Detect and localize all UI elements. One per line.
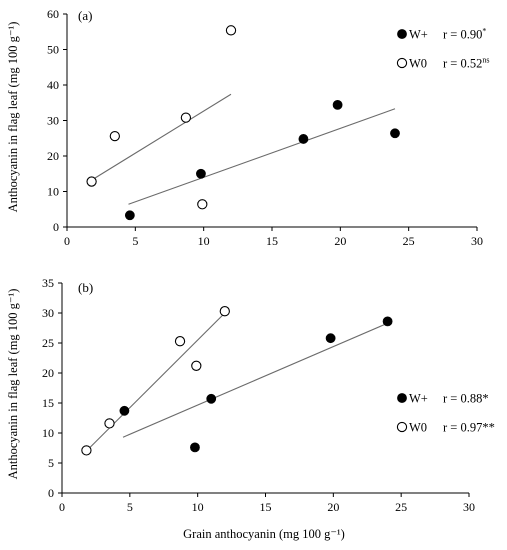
y-tick-label: 30 [47,114,59,128]
x-tick-label: 0 [59,500,65,514]
data-point-w0 [219,306,230,317]
data-point-w-plus [196,168,206,179]
y-tick-label: 5 [48,456,54,470]
legend-stat-value: r = 0.97** [443,421,495,435]
data-point-w-plus [124,210,135,221]
x-tick-label: 15 [266,234,278,248]
y-tick-label: 20 [47,149,59,163]
data-point-w-plus [119,405,130,416]
trend-line-w-plus [122,322,388,438]
data-point-w0 [197,199,208,210]
x-tick-label: 15 [260,500,272,514]
axes: 0 5 10 15 20 25 30 0 5 10 15 20 25 30 35 [42,276,475,514]
axes: 0 5 10 15 20 25 30 0 10 20 30 40 50 60 [47,7,483,248]
y-tick-label: 30 [42,306,54,320]
data-point-w0 [225,25,237,36]
x-tick-label: 5 [127,500,133,514]
trend-line-w0 [86,312,226,452]
data-point-w0 [174,336,186,347]
legend: W+ r = 0.88* W0 r = 0.97** [396,392,495,435]
legend-stat-value: r = 0.90 [443,28,482,42]
x-tick-label: 30 [471,234,483,248]
data-point-w-plus [382,316,393,327]
legend-stat-w0: r = 0.52ns [443,56,489,71]
legend-marker-w0 [396,421,408,433]
panel-label: (b) [78,280,93,295]
trend-lines [86,312,388,452]
data-point-w-plus [190,442,200,453]
y-axis-title: Anthocyanin in flag leaf (mg 100 g⁻¹) [6,289,20,480]
data-point-w0 [104,418,115,429]
y-tick-label: 40 [47,78,59,92]
x-tick-label: 25 [395,500,407,514]
panel-b: 0 5 10 15 20 25 30 0 5 10 15 20 25 30 35 (b) Anthocyan… [6,276,495,541]
data-point-w-plus [332,99,343,110]
x-tick-label: 0 [64,234,70,248]
data-point-w-plus [206,393,217,404]
x-tick-label: 20 [334,234,346,248]
data-point-w0 [191,360,202,371]
legend-stat-value: r = 0.52 [443,57,482,71]
legend-stat-w-plus: r = 0.90* [443,27,486,42]
y-tick-label: 50 [47,43,59,57]
legend-marker-w0 [396,57,408,69]
x-tick-label: 30 [463,500,475,514]
legend-stat-w0: r = 0.97** [443,421,495,435]
trend-line-w0 [91,93,232,181]
legend-label-w0: W0 [409,421,427,435]
legend-label-w-plus: W+ [409,392,428,406]
legend-stat-w-plus: r = 0.88* [443,392,489,406]
x-tick-label: 20 [327,500,339,514]
y-axis-title: Anthocyanin in flag leaf (mg 100 g⁻¹) [6,22,20,213]
y-tick-label: 20 [42,366,54,380]
legend-stat-value: r = 0.88* [443,392,489,406]
y-tick-label: 0 [48,486,54,500]
y-tick-label: 15 [42,396,54,410]
data-points [81,306,393,456]
x-tick-label: 10 [198,234,210,248]
y-tick-label: 25 [42,336,54,350]
legend-stat-superscript: ns [482,56,489,65]
data-point-w0 [86,176,97,187]
legend-stat-superscript: * [482,27,486,36]
legend-marker-w-plus [397,393,407,403]
legend-label-w0: W0 [409,57,427,71]
data-point-w0 [180,112,192,123]
data-points [86,25,400,221]
y-tick-label: 35 [42,276,54,290]
data-point-w0 [109,130,120,142]
y-tick-label: 10 [42,426,54,440]
legend: W+ r = 0.90* W0 r = 0.52ns [396,27,489,71]
panel-a: 0 5 10 15 20 25 30 0 10 20 30 40 50 60 (a) Anthocyani… [6,7,489,248]
data-point-w-plus [298,134,309,144]
trend-line-w-plus [128,108,396,205]
x-tick-label: 5 [132,234,138,248]
x-tick-label: 25 [403,234,415,248]
data-point-w0 [81,445,92,456]
trend-lines [91,93,396,205]
legend-marker-w-plus [397,29,407,39]
data-point-w-plus [390,128,400,139]
y-tick-label: 0 [53,220,59,234]
legend-label-w-plus: W+ [409,28,428,42]
y-tick-label: 60 [47,7,59,21]
x-tick-label: 10 [192,500,204,514]
data-point-w-plus [325,333,336,344]
panel-label: (a) [78,8,92,23]
x-axis-title: Grain anthocyanin (mg 100 g⁻¹) [183,527,345,541]
y-tick-label: 10 [47,185,59,199]
